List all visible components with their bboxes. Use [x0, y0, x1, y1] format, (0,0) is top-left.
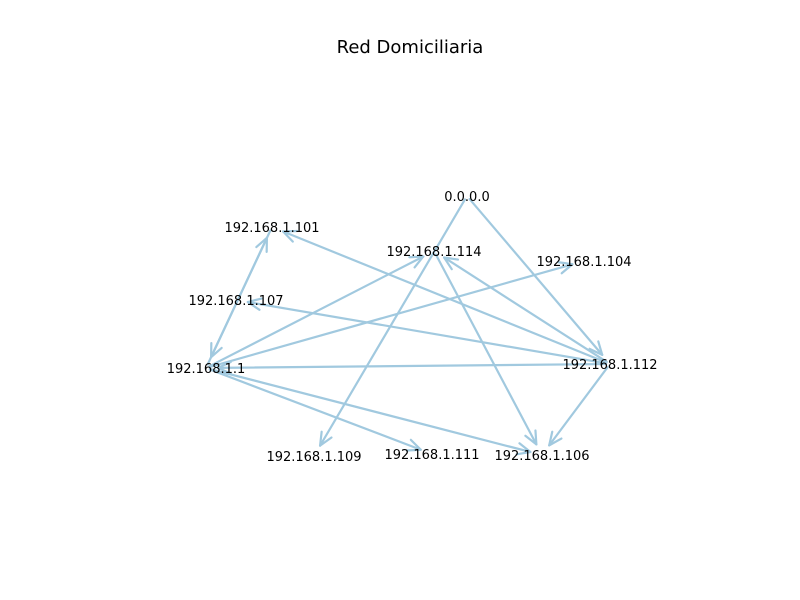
arrowhead-icon	[515, 442, 532, 456]
edge-n1-to-n104	[208, 261, 574, 369]
arrowhead-icon	[246, 297, 263, 311]
node-label-n111: 192.168.1.111	[384, 448, 479, 463]
edge-line	[318, 198, 467, 447]
edge-line	[208, 367, 532, 454]
edge-line	[216, 362, 608, 369]
edge-n1-to-n106	[208, 367, 532, 456]
edge-line	[208, 255, 425, 368]
edge-line	[548, 366, 609, 447]
edge-line	[434, 253, 538, 446]
edge-n114-to-n106	[434, 253, 538, 446]
node-label-n114: 192.168.1.114	[386, 245, 481, 260]
edge-line	[208, 263, 574, 369]
arrowhead-icon	[548, 430, 563, 447]
edge-n101-to-n1	[209, 229, 272, 359]
arrowhead-icon	[588, 340, 604, 356]
arrowhead-icon	[318, 430, 333, 447]
diagram-title: Red Domiciliaria	[337, 37, 484, 58]
edge-line	[246, 300, 608, 365]
edge-n112-to-n1	[216, 360, 608, 375]
nodes-layer: 0.0.0.0 192.168.1.101 192.168.1.114 192.168…	[167, 190, 658, 465]
node-label-n109: 192.168.1.109	[266, 450, 361, 465]
node-label-n112: 192.168.1.112	[562, 358, 657, 373]
edge-n0000-to-n112	[468, 197, 604, 356]
edges-layer	[206, 197, 609, 456]
node-label-n101: 192.168.1.101	[224, 221, 319, 236]
arrowhead-icon	[405, 438, 422, 452]
edge-n1-to-n111	[208, 368, 422, 452]
arrowhead-icon	[282, 229, 299, 243]
node-label-n106: 192.168.1.106	[494, 449, 589, 464]
edge-n112-to-n114	[442, 256, 608, 363]
edge-line	[468, 197, 604, 356]
node-label-n107: 192.168.1.107	[188, 294, 283, 309]
edge-n112-to-n101	[282, 229, 608, 364]
arrowhead-icon	[557, 261, 574, 275]
edge-line	[209, 229, 272, 359]
arrowhead-icon	[524, 429, 538, 446]
arrowhead-icon	[216, 360, 232, 375]
edge-line	[442, 256, 608, 363]
edge-n0000-to-n109	[318, 198, 467, 447]
edge-n1-to-n114	[208, 255, 425, 368]
edge-line	[208, 368, 422, 451]
edge-n112-to-n106	[548, 366, 609, 447]
node-label-n0000: 0.0.0.0	[444, 190, 489, 205]
arrowhead-icon	[408, 255, 425, 269]
node-label-n1: 192.168.1.1	[167, 362, 246, 377]
node-label-n104: 192.168.1.104	[536, 255, 631, 270]
edge-line	[282, 230, 608, 364]
arrowhead-icon	[442, 256, 460, 271]
arrowhead-icon	[209, 342, 223, 359]
edge-n112-to-n107	[246, 297, 608, 365]
